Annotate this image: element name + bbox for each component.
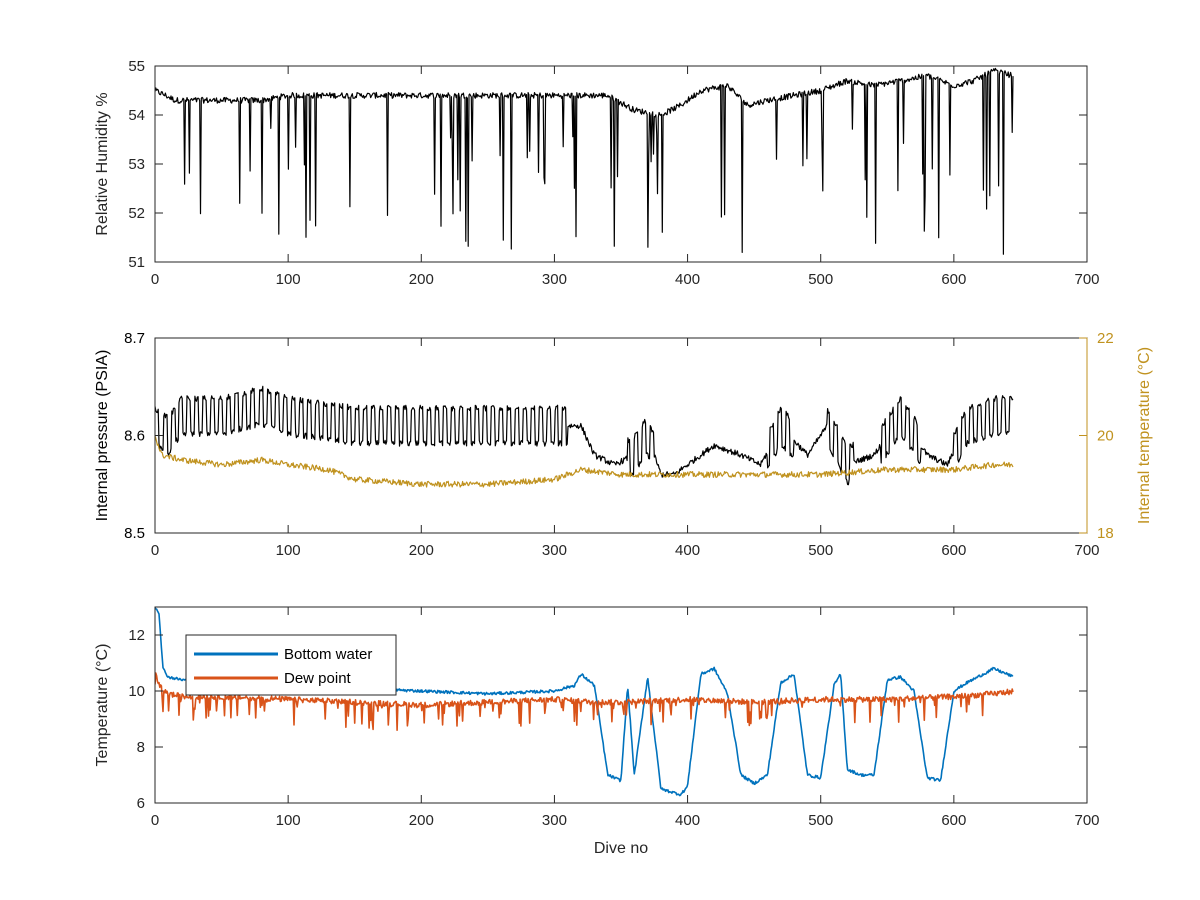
axes-frame (154, 65, 1088, 263)
y-tick-label: 53 (128, 156, 145, 173)
y2-axis-label: Internal temperature (°C) (1136, 347, 1153, 524)
series-line-1-1 (155, 67, 1014, 255)
x-tick-label: 300 (542, 812, 567, 829)
series-group (155, 385, 1014, 488)
panels: 0 100 200 300 400 500 600 7005152535455Relative… (94, 58, 1153, 857)
x-tick-label: 300 (542, 271, 567, 288)
legend-entry: Dew point (284, 670, 352, 687)
y-tick-label: 8.5 (124, 525, 145, 542)
y-tick-label: 8.6 (124, 428, 145, 445)
x-axis-label: Dive no (594, 840, 648, 857)
y-tick-label: 55 (128, 58, 145, 75)
axes-frame (154, 606, 1088, 804)
chart-panel-2: 0 100 200 300 400 500 600 700 8.5 8.6 8.7 18 20 22 Int… (94, 330, 1153, 559)
x-tick-label: 0 (151, 542, 159, 559)
x-tick-label: 200 (409, 542, 434, 559)
y-axis-label: Temperature (°C) (94, 644, 111, 767)
x-tick-label: 300 (542, 542, 567, 559)
y2-tick-label: 18 (1097, 525, 1114, 542)
y-tick-label: 8.7 (124, 330, 145, 347)
x-tick-label: 0 (151, 271, 159, 288)
y-tick-label: 52 (128, 205, 145, 222)
x-tick-label: 500 (808, 812, 833, 829)
x-tick-label: 600 (941, 271, 966, 288)
axes-frame (154, 337, 1088, 534)
x-tick-label: 100 (276, 812, 301, 829)
y2-tick-label: 22 (1097, 330, 1114, 347)
y-tick-label: 51 (128, 254, 145, 271)
x-tick-label: 400 (675, 271, 700, 288)
x-tick-label: 200 (409, 812, 434, 829)
x-tick-label: 700 (1074, 271, 1099, 288)
x-tick-label: 400 (675, 812, 700, 829)
x-tick-label: 600 (941, 542, 966, 559)
series-line-dew-point (155, 672, 1014, 731)
series-group (155, 67, 1014, 255)
legend-entry: Bottom water (284, 646, 372, 663)
y-tick-label: 8 (137, 739, 145, 756)
x-tick-label: 100 (276, 542, 301, 559)
series-line-2-1 (155, 385, 1014, 486)
x-tick-label: 700 (1074, 812, 1099, 829)
y-axis-label: Internal pressure (PSIA) (94, 350, 111, 522)
x-tick-label: 200 (409, 271, 434, 288)
x-tick-label: 0 (151, 812, 159, 829)
y-tick-label: 6 (137, 795, 145, 812)
y-axis-label: Relative Humidity % (94, 92, 111, 235)
chart-panel-3: 0 100 200 300 400 500 600 700 6 8 10 12 Temperature … (94, 606, 1100, 857)
y2-tick-label: 20 (1097, 428, 1114, 445)
y-tick-label: 12 (128, 627, 145, 644)
chart-panel-1: 0 100 200 300 400 500 600 700 51 52 53 54 55 Relative… (94, 58, 1100, 288)
y-tick-label: 54 (128, 107, 145, 124)
legend-box (185, 634, 397, 696)
x-tick-label: 500 (808, 542, 833, 559)
x-tick-label: 100 (276, 271, 301, 288)
x-tick-label: 700 (1074, 542, 1099, 559)
x-tick-label: 400 (675, 542, 700, 559)
y-tick-label: 10 (128, 683, 145, 700)
x-tick-label: 600 (941, 812, 966, 829)
series-line-2-2 (155, 435, 1014, 488)
x-tick-label: 500 (808, 271, 833, 288)
legend: Bottom water Dew point (185, 634, 397, 696)
